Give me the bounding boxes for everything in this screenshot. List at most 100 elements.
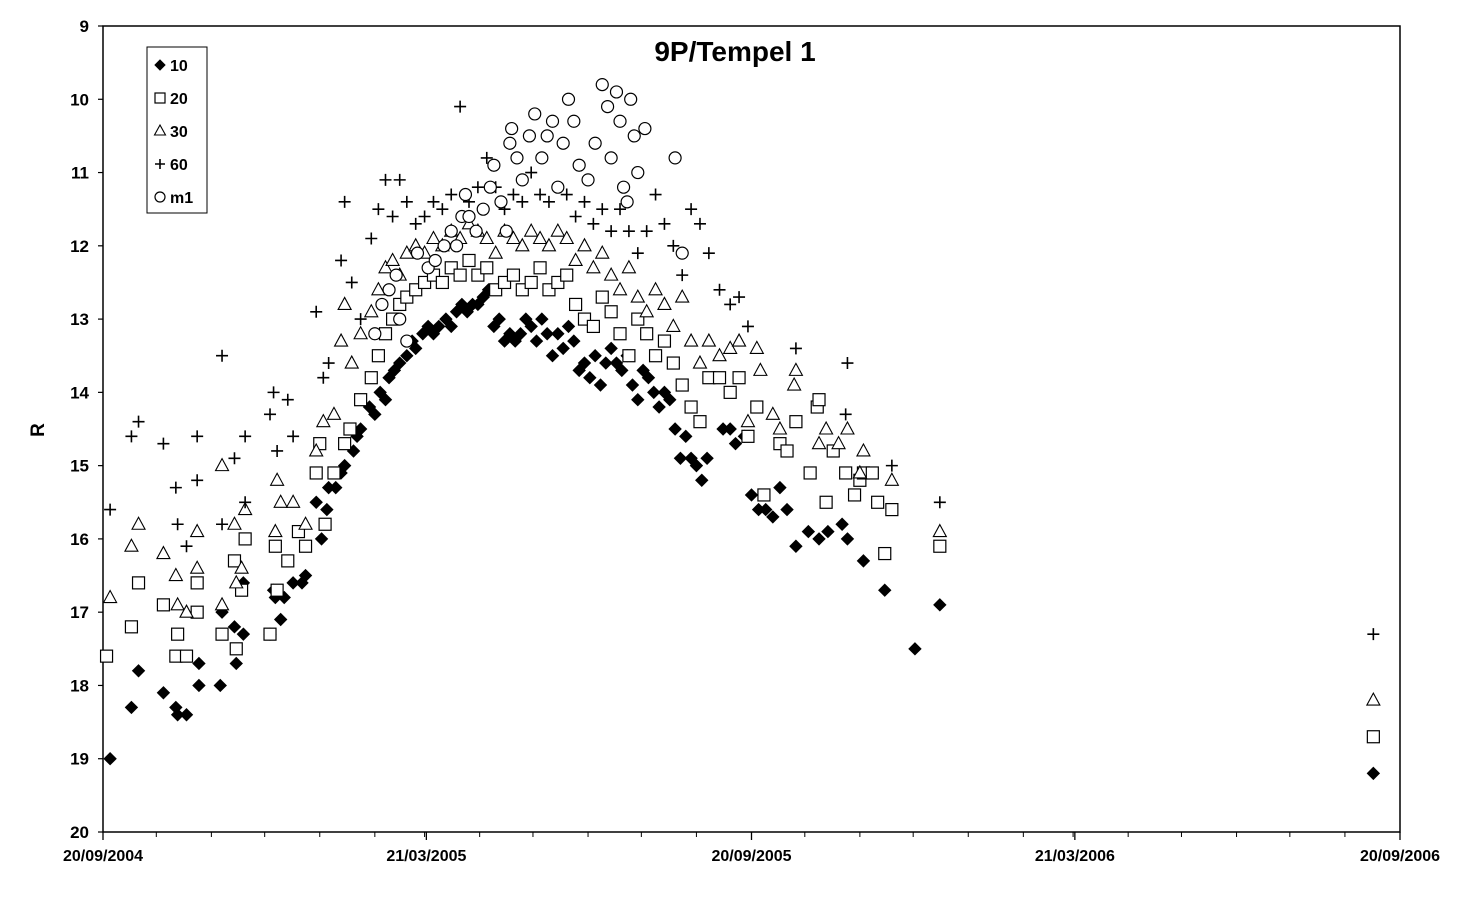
data-point-m1 xyxy=(516,174,528,186)
data-point-20 xyxy=(228,555,240,567)
data-point-20 xyxy=(372,350,384,362)
legend-marker-20 xyxy=(155,93,165,103)
data-point-20 xyxy=(191,577,203,589)
data-point-m1 xyxy=(488,159,500,171)
data-point-20 xyxy=(507,269,519,281)
data-point-20 xyxy=(813,394,825,406)
data-point-20 xyxy=(481,262,493,274)
data-point-20 xyxy=(239,533,251,545)
data-point-m1 xyxy=(568,115,580,127)
data-point-20 xyxy=(264,628,276,640)
data-point-20 xyxy=(804,467,816,479)
y-tick-label: 17 xyxy=(70,603,89,622)
data-point-m1 xyxy=(411,247,423,259)
data-point-20 xyxy=(344,423,356,435)
data-point-20 xyxy=(667,357,679,369)
data-point-20 xyxy=(125,621,137,633)
data-point-m1 xyxy=(383,284,395,296)
data-point-20 xyxy=(614,328,626,340)
data-point-m1 xyxy=(596,79,608,91)
legend: 10203060m1 xyxy=(147,47,207,213)
data-point-20 xyxy=(879,548,891,560)
data-point-20 xyxy=(751,401,763,413)
x-tick-label: 21/03/2006 xyxy=(1035,848,1115,865)
legend-label-m1: m1 xyxy=(170,190,193,207)
data-point-20 xyxy=(181,650,193,662)
data-point-m1 xyxy=(625,93,637,105)
data-point-m1 xyxy=(552,181,564,193)
data-point-m1 xyxy=(495,196,507,208)
y-tick-label: 13 xyxy=(70,310,89,329)
data-point-m1 xyxy=(605,152,617,164)
data-point-20 xyxy=(463,254,475,266)
data-point-m1 xyxy=(451,240,463,252)
data-point-20 xyxy=(820,496,832,508)
data-point-m1 xyxy=(621,196,633,208)
data-point-20 xyxy=(694,416,706,428)
data-point-20 xyxy=(781,445,793,457)
data-point-20 xyxy=(685,401,697,413)
data-point-20 xyxy=(365,372,377,384)
y-axis-label: R xyxy=(28,423,49,437)
data-point-20 xyxy=(339,438,351,450)
data-point-20 xyxy=(157,599,169,611)
data-point-20 xyxy=(101,650,113,662)
data-point-m1 xyxy=(529,108,541,120)
data-point-m1 xyxy=(541,130,553,142)
data-point-20 xyxy=(650,350,662,362)
data-point-20 xyxy=(714,372,726,384)
y-tick-label: 9 xyxy=(80,17,89,36)
data-point-20 xyxy=(587,320,599,332)
data-point-20 xyxy=(724,386,736,398)
data-point-20 xyxy=(570,298,582,310)
data-point-m1 xyxy=(547,115,559,127)
data-point-20 xyxy=(282,555,294,567)
data-point-20 xyxy=(840,467,852,479)
data-point-m1 xyxy=(511,152,523,164)
data-point-m1 xyxy=(438,240,450,252)
data-point-m1 xyxy=(582,174,594,186)
data-point-20 xyxy=(525,276,537,288)
data-point-m1 xyxy=(618,181,630,193)
data-point-20 xyxy=(886,504,898,516)
legend-label-60: 60 xyxy=(170,157,188,174)
y-tick-label: 11 xyxy=(71,164,89,183)
data-point-20 xyxy=(658,335,670,347)
data-point-20 xyxy=(605,306,617,318)
data-point-m1 xyxy=(573,159,585,171)
data-point-m1 xyxy=(632,167,644,179)
y-tick-label: 19 xyxy=(70,750,89,769)
data-point-20 xyxy=(300,540,312,552)
data-point-m1 xyxy=(369,328,381,340)
y-tick-label: 20 xyxy=(70,823,89,842)
data-point-m1 xyxy=(504,137,516,149)
data-point-m1 xyxy=(477,203,489,215)
data-point-m1 xyxy=(610,86,622,98)
data-point-m1 xyxy=(463,211,475,223)
data-point-m1 xyxy=(614,115,626,127)
data-point-20 xyxy=(269,540,281,552)
data-point-20 xyxy=(758,489,770,501)
legend-label-20: 20 xyxy=(170,91,188,108)
data-point-20 xyxy=(454,269,466,281)
data-point-m1 xyxy=(394,313,406,325)
data-point-20 xyxy=(790,416,802,428)
data-point-20 xyxy=(216,628,228,640)
data-point-m1 xyxy=(676,247,688,259)
data-point-20 xyxy=(436,276,448,288)
data-point-m1 xyxy=(523,130,535,142)
data-point-20 xyxy=(230,643,242,655)
data-point-m1 xyxy=(401,335,413,347)
data-point-m1 xyxy=(506,123,518,135)
y-tick-label: 15 xyxy=(70,457,89,476)
data-point-20 xyxy=(534,262,546,274)
data-point-20 xyxy=(133,577,145,589)
data-point-m1 xyxy=(484,181,496,193)
x-tick-label: 20/09/2004 xyxy=(63,848,143,865)
data-point-20 xyxy=(866,467,878,479)
data-point-20 xyxy=(934,540,946,552)
data-point-20 xyxy=(310,467,322,479)
data-point-20 xyxy=(641,328,653,340)
x-tick-label: 20/09/2005 xyxy=(711,848,791,865)
y-tick-label: 18 xyxy=(70,676,89,695)
